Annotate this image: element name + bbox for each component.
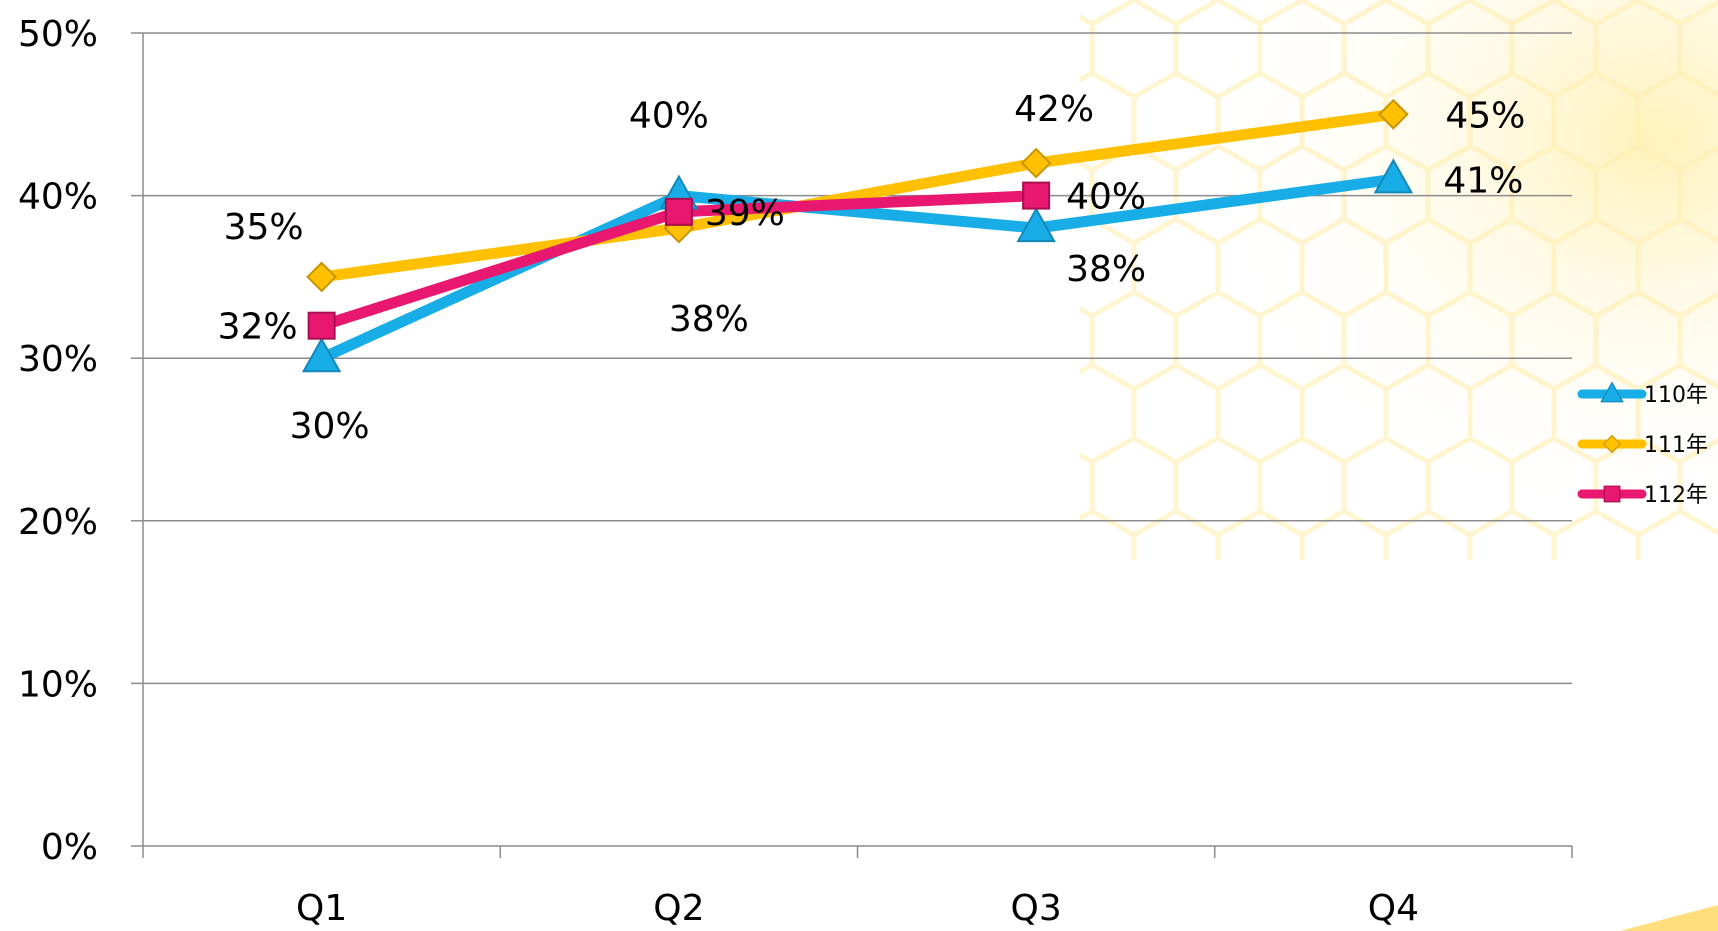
data-point-marker [1022,181,1051,210]
data-point-marker [664,197,693,226]
data-label: 35% [224,207,304,248]
x-tick-label: Q1 [296,888,347,929]
data-label: 42% [1014,89,1094,130]
honeycomb-background [1060,0,1718,931]
data-label: 45% [1445,95,1525,136]
legend-label: 112年 [1644,483,1708,508]
legend-label: 111年 [1644,433,1708,458]
data-point-marker [301,337,342,373]
legend-marker [1602,434,1622,454]
x-tick-label: Q2 [653,888,704,929]
legend-marker [1600,381,1624,403]
y-tick-label: 20% [18,502,98,543]
y-tick-label: 50% [18,14,98,55]
series-line-1 [316,173,1399,364]
y-tick-label: 30% [18,339,98,380]
data-label: 41% [1443,160,1523,201]
data-label: 32% [218,307,298,348]
data-label: 40% [1066,177,1146,218]
legend-label: 110年 [1644,383,1708,408]
data-point-marker [1373,158,1414,194]
data-point-marker [1377,98,1409,130]
data-point-marker [1016,207,1056,243]
y-tick-label: 40% [18,177,98,218]
x-tick-label: Q4 [1368,888,1419,929]
y-tick-label: 10% [18,664,98,705]
data-point-marker [1020,147,1052,179]
x-tick-label: Q3 [1011,888,1062,929]
data-label: 40% [629,96,709,137]
data-label: 38% [669,299,749,340]
data-label: 38% [1066,249,1146,290]
data-point-marker [306,261,338,293]
y-tick-label: 0% [41,827,98,868]
data-label: 39% [705,193,785,234]
legend: 110年 111年 112年 [1577,381,1708,508]
legend-marker [1603,485,1621,503]
data-label: 30% [290,406,370,447]
data-point-marker [307,311,336,340]
series-line-2 [316,108,1399,283]
